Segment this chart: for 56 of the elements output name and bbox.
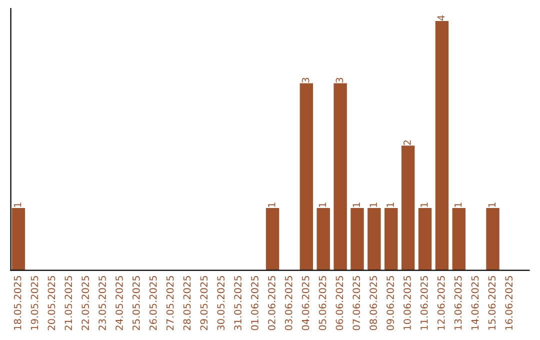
x-tick-label: 20.05.2025 bbox=[48, 276, 56, 330]
x-tick-label: 02.06.2025 bbox=[268, 276, 276, 330]
x-tick-label: 04.06.2025 bbox=[302, 276, 310, 330]
data-label: 4 bbox=[438, 15, 445, 20]
x-tick-label: 08.06.2025 bbox=[370, 276, 378, 330]
data-label: 1 bbox=[370, 202, 377, 207]
data-label: 1 bbox=[352, 202, 360, 207]
x-tick-label: 07.06.2025 bbox=[352, 276, 360, 330]
x-tick-label: 14.06.2025 bbox=[471, 276, 479, 330]
bar bbox=[452, 208, 466, 270]
x-tick-label: 05.06.2025 bbox=[318, 276, 326, 330]
bar bbox=[266, 208, 280, 270]
data-label: 1 bbox=[488, 202, 496, 207]
data-label: 2 bbox=[404, 140, 411, 145]
bar bbox=[334, 83, 347, 270]
x-tick-label: 10.06.2025 bbox=[404, 276, 411, 330]
bar bbox=[12, 208, 26, 270]
data-label: 3 bbox=[302, 78, 310, 83]
x-tick-label: 13.06.2025 bbox=[454, 276, 462, 330]
x-tick-label: 30.05.2025 bbox=[217, 276, 225, 330]
data-label: 1 bbox=[318, 202, 326, 207]
x-tick-label: 19.05.2025 bbox=[30, 276, 38, 330]
x-tick-label: 25.05.2025 bbox=[132, 276, 140, 330]
bar bbox=[401, 146, 415, 270]
x-tick-label: 22.05.2025 bbox=[82, 276, 90, 330]
data-label: 1 bbox=[386, 202, 394, 207]
x-tick-label: 09.06.2025 bbox=[386, 276, 394, 330]
data-label: 1 bbox=[454, 202, 462, 207]
bar bbox=[368, 208, 381, 270]
x-tick-label: 11.06.2025 bbox=[420, 276, 428, 330]
x-tick-label: 03.06.2025 bbox=[284, 276, 292, 330]
x-tick-label: 21.05.2025 bbox=[64, 276, 72, 330]
x-tick-label: 06.06.2025 bbox=[336, 276, 344, 330]
x-tick-label: 24.05.2025 bbox=[116, 276, 123, 330]
bar bbox=[486, 208, 500, 270]
bar bbox=[300, 83, 314, 270]
data-label: 3 bbox=[336, 78, 344, 83]
x-tick-label: 18.05.2025 bbox=[14, 276, 22, 330]
bar bbox=[350, 208, 364, 270]
data-label: 1 bbox=[268, 202, 276, 207]
data-label: 1 bbox=[420, 202, 428, 207]
x-tick-label: 26.05.2025 bbox=[149, 276, 157, 330]
x-tick-label: 28.05.2025 bbox=[183, 276, 191, 330]
data-label: 1 bbox=[14, 202, 22, 207]
x-tick-label: 31.05.2025 bbox=[234, 276, 242, 330]
x-tick-label: 29.05.2025 bbox=[200, 276, 208, 330]
bar bbox=[418, 208, 432, 270]
x-tick-label: 27.05.2025 bbox=[166, 276, 174, 330]
bar bbox=[316, 208, 330, 270]
x-tick-label: 16.06.2025 bbox=[505, 276, 513, 330]
bar bbox=[384, 208, 398, 270]
bar bbox=[435, 20, 449, 270]
x-tick-label: 01.06.2025 bbox=[251, 276, 258, 330]
x-tick-label: 15.06.2025 bbox=[488, 276, 496, 330]
x-tick-label: 23.05.2025 bbox=[98, 276, 106, 330]
x-tick-label: 12.06.2025 bbox=[437, 276, 445, 330]
